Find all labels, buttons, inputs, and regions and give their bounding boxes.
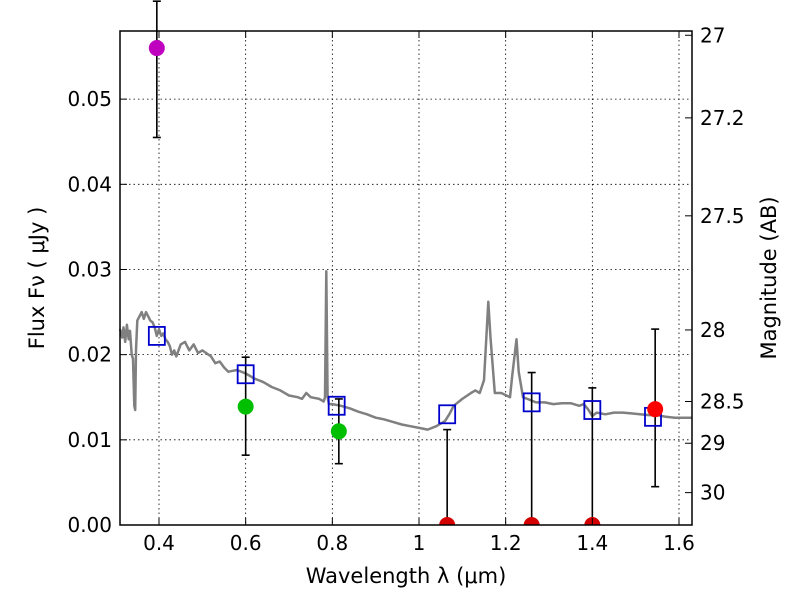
model-photometry-square [583,400,602,420]
y-tick-label: 0.02 [67,343,112,367]
magnitude-axis-ticks: 27 27.2 27.5 28 28.5 29 30 [685,23,745,505]
model-photometry-layer [147,326,662,427]
x-axis-ticks: 0.4 0.6 0.8 1 1.2 1.4 1.6 [143,31,695,555]
x-tick-label: 1 [413,531,426,555]
observed-points-layer [148,40,664,525]
plot-frame [119,30,693,526]
model-sed-layer [118,269,692,431]
x-tick-label: 0.6 [230,531,262,555]
model-photometry-square [522,392,541,413]
magnitude-tick-label: 27 [700,23,725,47]
magnitude-tick-label: 30 [700,481,725,505]
y-tick-label: 0.00 [67,513,112,537]
magnitude-tick-label: 29 [700,431,725,455]
y-tick-label: 0.01 [67,428,112,452]
model-photometry-square [327,395,346,416]
observed-point [439,517,456,525]
observed-point [647,401,664,418]
observed-point [237,398,254,415]
magnitude-tick-label: 27.2 [700,106,745,130]
magnitude-tick-label: 27.5 [700,204,745,228]
y-axis-ticks: 0.00 0.01 0.02 0.03 0.04 0.05 [67,87,127,537]
model-photometry-square [438,404,457,425]
magnitude-tick-label: 28.5 [700,390,745,414]
observed-point [330,423,347,440]
model-sed-line [118,269,692,431]
x-tick-label: 0.4 [143,531,175,555]
y-axis-label: Flux Fν ( μJy ) [25,207,49,350]
x-tick-label: 0.8 [316,531,348,555]
y-tick-label: 0.04 [67,172,112,196]
error-bars-layer [152,0,660,525]
y-tick-label: 0.03 [67,257,112,281]
x-axis-label: Wavelength λ (μm) [306,564,507,588]
observed-point [523,517,540,525]
x-tick-label: 1.6 [663,531,695,555]
grid-lines [120,31,692,525]
y-tick-label: 0.05 [67,87,112,111]
x-tick-label: 1.2 [490,531,522,555]
model-photometry-square [147,326,166,346]
x-tick-label: 1.4 [576,531,608,555]
magnitude-tick-label: 28 [700,318,725,342]
observed-point [148,40,165,57]
magnitude-axis-label: Magnitude (AB) [757,196,781,359]
model-photometry-square [236,364,255,385]
